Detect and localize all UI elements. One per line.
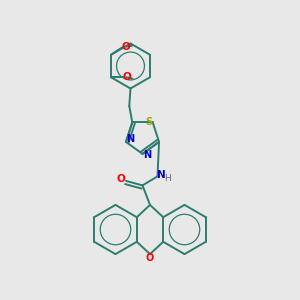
Text: S: S [145,117,152,128]
Text: N: N [126,134,134,145]
Text: N: N [142,150,151,161]
Text: N: N [157,170,166,181]
Text: H: H [164,174,171,183]
Text: O: O [146,253,154,263]
Text: O: O [117,174,126,184]
Text: O: O [122,42,130,52]
Text: O: O [122,72,131,82]
